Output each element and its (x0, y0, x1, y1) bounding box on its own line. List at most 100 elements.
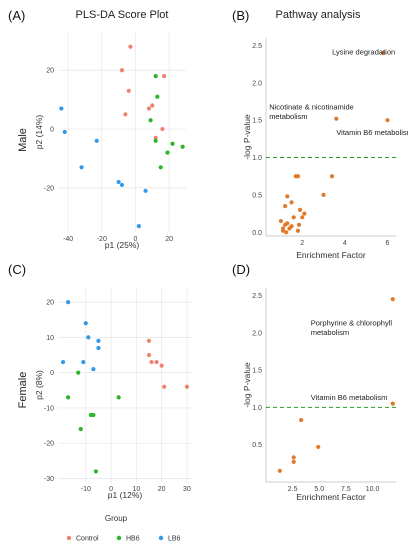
data-point-a-hb6 (155, 94, 160, 99)
y-tick-label-a: -20 (44, 185, 54, 192)
x-tick-label-a: 0 (134, 236, 138, 243)
x-tick-label-b: 4 (343, 240, 347, 247)
legend: Group Control HB6 LB6 (66, 514, 181, 543)
legend-label-lb6: LB6 (168, 536, 181, 543)
data-point-b (285, 221, 290, 226)
x-axis-label-d: Enrichment Factor (296, 492, 366, 502)
data-point-c-hb6 (76, 370, 81, 375)
y-tick-label-d: 0.5 (252, 442, 262, 449)
data-point-c-lb6 (96, 338, 101, 344)
data-point-c-lb6 (81, 359, 86, 365)
data-point-b (302, 211, 307, 216)
y-axis-label-b: -log P-value (242, 114, 252, 160)
data-point-a-control (119, 68, 125, 73)
x-tick-label-c: -10 (81, 486, 91, 493)
data-point-c-lb6 (91, 367, 96, 372)
data-point-a-lb6 (62, 129, 67, 135)
y-tick-label-d: 1.0 (252, 405, 262, 412)
data-point-b (329, 174, 335, 179)
data-point-c-control (184, 384, 190, 389)
x-axis-label-a: p1 (25%) (105, 240, 140, 250)
data-point-c-lb6 (60, 359, 66, 365)
data-point-a-hb6 (153, 74, 158, 79)
data-point-d (291, 455, 296, 460)
data-point-b (297, 207, 303, 212)
y-tick-label-d: 1.5 (252, 368, 262, 375)
data-point-a-lb6 (59, 106, 64, 111)
data-point-a-control (126, 88, 131, 93)
y-tick-label-c: -10 (44, 405, 54, 412)
chart-a: -40 -20 0 20 -20 0 20 p1 (25%) p2 (14%) (34, 32, 186, 250)
y-tick-label-d: 2.0 (252, 330, 262, 337)
data-point-a-hb6 (170, 141, 175, 146)
annotation-d-0: Porphyrine & chlorophyll metabolism (311, 318, 393, 337)
annotation-line-b-2-0: Vitamin B6 metabolism (336, 128, 408, 137)
legend-title: Group (105, 514, 128, 523)
y-tick-label-b: 2.0 (252, 80, 262, 87)
data-point-a-hb6 (180, 144, 185, 149)
data-point-c-lb6 (83, 321, 88, 326)
annotation-line-b-1-1: metabolism (269, 112, 307, 121)
y-tick-label-c: -30 (44, 476, 54, 483)
data-point-b (295, 174, 301, 179)
data-point-b (283, 204, 288, 209)
data-point-a-lb6 (136, 224, 141, 229)
x-tick-label-b: 6 (386, 240, 390, 247)
chart-c: -10 0 10 20 30 -30 -20 -10 0 10 20 p1 (12%) p2 (8%) (34, 288, 192, 500)
data-point-a-hb6 (165, 150, 170, 155)
y-tick-label-b: 2.5 (252, 43, 262, 50)
y-tick-label-b: 0.0 (252, 230, 262, 237)
data-point-d (316, 444, 321, 450)
annotation-line-d-0-0: Porphyrine & chlorophyll (311, 318, 393, 327)
legend-marker-lb6 (158, 535, 164, 541)
legend-label-control: Control (76, 536, 99, 543)
data-point-b (284, 230, 289, 235)
data-point-b (285, 194, 290, 199)
data-point-d (390, 401, 395, 406)
data-point-c-control (154, 359, 159, 365)
data-point-c-lb6 (66, 300, 71, 305)
y-tick-label-a: 20 (46, 68, 54, 75)
annotation-b-1: Nicotinate & nicotinamide metabolism (269, 103, 354, 122)
data-point-a-lb6 (119, 182, 125, 188)
x-tick-label-a: -40 (63, 236, 73, 243)
legend-marker-control (66, 535, 72, 541)
data-point-a-control (128, 44, 133, 49)
y-axis-label-a: p2 (14%) (34, 115, 44, 150)
data-point-b (295, 228, 301, 233)
data-point-d (291, 459, 296, 464)
annotation-b-2: Vitamin B6 metabolism (336, 128, 408, 137)
panel-letter-d: (D) (232, 262, 250, 277)
y-tick-label-c: 20 (46, 300, 54, 307)
x-axis-label-c: p1 (12%) (108, 490, 143, 500)
x-tick-label-c: 0 (109, 486, 113, 493)
data-point-d (390, 297, 395, 302)
x-axis-label-b: Enrichment Factor (296, 250, 366, 260)
legend-label-hb6: HB6 (126, 536, 140, 543)
data-point-b (385, 118, 390, 123)
data-point-a-lb6 (94, 138, 99, 143)
data-point-b (289, 200, 294, 205)
data-point-c-hb6 (78, 426, 83, 432)
panel-letter-b: (B) (232, 8, 249, 23)
annotation-d-1: Vitamin B6 metabolism (311, 393, 388, 402)
data-point-a-control (162, 74, 167, 79)
y-tick-label-c: 0 (50, 370, 54, 377)
annotation-line-d-1-0: Vitamin B6 metabolism (311, 393, 388, 402)
data-point-b (334, 116, 339, 121)
chart-title-b: Pathway analysis (276, 9, 361, 21)
data-point-b (381, 50, 386, 56)
x-tick-label-d: 2.5 (288, 486, 298, 493)
data-point-a-control (153, 135, 158, 140)
data-point-c-control (149, 359, 154, 365)
annotation-b-0: Lysine degradation (332, 47, 395, 56)
data-point-d (277, 468, 282, 473)
legend-marker-hb6 (116, 535, 122, 541)
data-point-a-control (160, 126, 165, 132)
data-point-a-hb6 (148, 118, 153, 123)
data-point-a-lb6 (143, 188, 148, 193)
y-tick-label-c: -20 (44, 441, 54, 448)
data-point-b (280, 226, 286, 231)
annotation-line-d-0-1: metabolism (311, 328, 349, 337)
